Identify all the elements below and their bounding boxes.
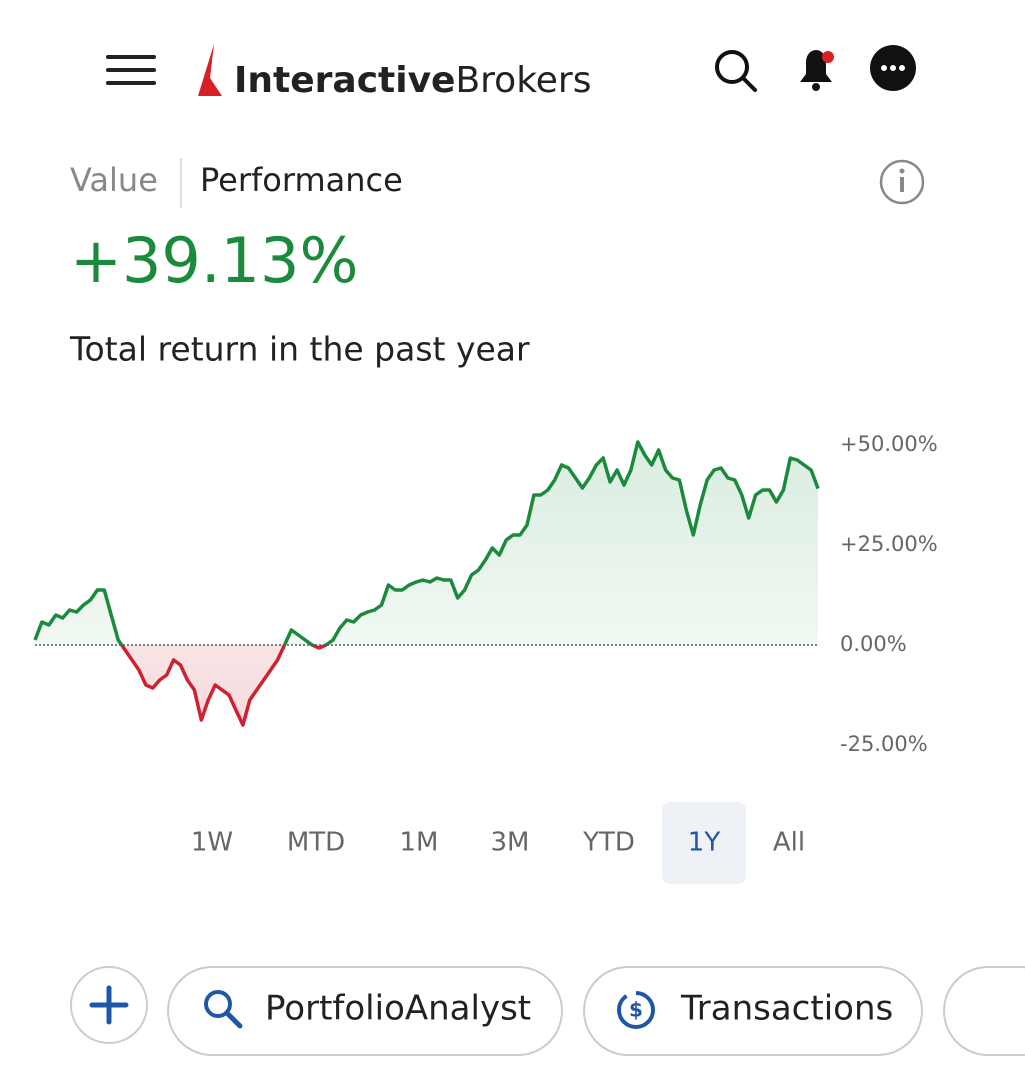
search-icon — [715, 50, 749, 84]
chip-partial[interactable] — [943, 966, 1025, 1056]
dot — [881, 65, 887, 71]
bell-clapper — [812, 83, 820, 91]
return-caption: Total return in the past year — [69, 330, 530, 369]
brand-regular: Brokers — [455, 60, 591, 101]
tab[interactable]: Performance — [200, 161, 403, 199]
dot — [890, 65, 896, 71]
more-button[interactable] — [870, 45, 916, 91]
menu-bar — [106, 68, 156, 72]
line-negative — [119, 645, 330, 727]
info-button[interactable] — [879, 159, 925, 205]
chart: +50.00% +25.00% 0.00% -25.00% — [33, 432, 938, 756]
tab[interactable]: Value — [70, 161, 158, 199]
transactions-button[interactable]: $ Transactions — [583, 966, 923, 1056]
chip — [167, 966, 563, 1056]
info-dot — [899, 168, 905, 174]
brand: InteractiveBrokers — [234, 60, 591, 101]
area-negative — [35, 645, 818, 725]
menu-button[interactable] — [106, 55, 156, 85]
notifications-button[interactable] — [800, 50, 834, 91]
area-positive — [35, 442, 818, 645]
info-stem — [900, 177, 904, 192]
period-button[interactable]: 1M — [400, 828, 439, 858]
search-button[interactable] — [715, 50, 757, 92]
menu-bar — [106, 81, 156, 85]
chip — [583, 966, 923, 1056]
y-tick-label: 0.00% — [840, 632, 907, 656]
add-button[interactable] — [70, 966, 148, 1044]
logo-mark — [198, 44, 222, 96]
period-button[interactable]: 3M — [491, 828, 530, 858]
y-tick-label: +25.00% — [840, 532, 938, 556]
y-tick-label: +50.00% — [840, 432, 938, 456]
chip-label: PortfolioAnalyst — [265, 989, 531, 1029]
search-handle — [741, 76, 757, 92]
selected-period-bg — [662, 802, 746, 884]
analyst-handle — [224, 1010, 243, 1029]
total-return: +39.13% — [70, 224, 358, 297]
notification-dot — [822, 51, 834, 63]
period-selector: 1W MTD 1M 3M YTD 1Y All — [191, 828, 805, 858]
period-button[interactable]: All — [773, 828, 805, 858]
brand-bold: Interactive — [234, 60, 455, 101]
period-button[interactable]: YTD — [582, 828, 635, 858]
period-button[interactable]: 1Y — [688, 828, 721, 858]
analyst-icon — [204, 990, 232, 1018]
transactions-icon — [617, 991, 655, 1029]
menu-bar — [106, 55, 156, 59]
period-button[interactable]: MTD — [287, 828, 345, 858]
dollar-sign: $ — [629, 998, 643, 1022]
chip-label: Transactions — [680, 989, 893, 1029]
line-positive — [33, 440, 820, 645]
info-icon — [879, 159, 925, 205]
portfolio-analyst-button[interactable]: PortfolioAnalyst — [167, 966, 563, 1056]
period-button[interactable]: 1W — [191, 828, 233, 858]
dot — [899, 65, 905, 71]
plus-icon — [89, 985, 129, 1025]
y-tick-label: -25.00% — [840, 732, 928, 756]
